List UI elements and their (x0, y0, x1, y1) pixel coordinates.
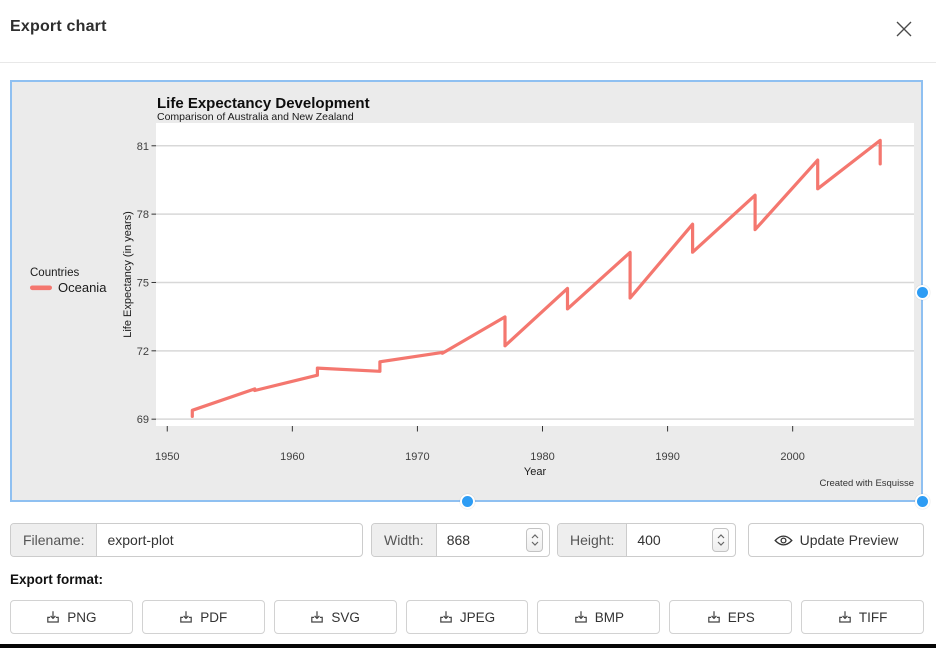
dialog-title: Export chart (10, 18, 107, 35)
format-label: BMP (594, 609, 624, 625)
header-divider (0, 62, 936, 63)
svg-text:Year: Year (524, 466, 547, 478)
resize-handle-bottom[interactable] (460, 494, 475, 509)
export-eps-button[interactable]: EPS (669, 600, 793, 634)
width-input[interactable] (436, 532, 526, 548)
update-preview-label: Update Preview (799, 532, 899, 548)
filename-group: Filename: (10, 523, 363, 557)
export-bmp-button[interactable]: BMP (537, 600, 661, 634)
download-icon (839, 611, 851, 623)
svg-text:72: 72 (137, 346, 149, 358)
close-icon (896, 21, 912, 37)
resize-handle-corner[interactable] (915, 494, 930, 509)
export-format-row: PNG PDF SVG JPEG BMP EPS TIFF (10, 600, 925, 634)
svg-text:1970: 1970 (405, 451, 429, 463)
format-label: TIFF (858, 609, 888, 625)
chevron-down-icon (531, 541, 538, 546)
svg-text:69: 69 (137, 414, 149, 426)
width-input-wrap (436, 524, 549, 556)
svg-text:78: 78 (137, 209, 149, 221)
download-icon (440, 611, 452, 623)
export-tiff-button[interactable]: TIFF (801, 600, 925, 634)
export-svg-button[interactable]: SVG (273, 600, 397, 634)
svg-text:Oceania: Oceania (58, 280, 107, 295)
download-icon (47, 611, 60, 623)
svg-text:Comparison of Australia and Ne: Comparison of Australia and New Zealand (157, 111, 354, 123)
export-format-label: Export format: (10, 572, 104, 587)
svg-text:Life Expectancy (in years): Life Expectancy (in years) (122, 211, 134, 338)
svg-text:2000: 2000 (780, 451, 804, 463)
svg-text:1960: 1960 (280, 451, 304, 463)
download-icon (574, 611, 587, 623)
chevron-up-icon (531, 534, 538, 539)
height-stepper[interactable] (712, 528, 729, 552)
svg-text:1950: 1950 (155, 451, 179, 463)
update-preview-button[interactable]: Update Preview (748, 523, 924, 557)
chart-preview-resizable: 69 72 75 78 81 1950 1960 1970 1980 1990 2000 Life E… (10, 80, 930, 509)
download-icon (180, 611, 193, 623)
width-group: Width: (371, 523, 550, 557)
format-label: PDF (200, 609, 228, 625)
svg-text:81: 81 (137, 141, 149, 153)
svg-text:Countries: Countries (30, 267, 79, 279)
filename-label: Filename: (11, 524, 98, 556)
format-label: PNG (67, 609, 97, 625)
eye-icon (773, 535, 793, 545)
download-icon (707, 611, 720, 623)
chevron-down-icon (717, 541, 724, 546)
export-png-button[interactable]: PNG (10, 600, 133, 634)
svg-text:75: 75 (137, 277, 149, 289)
close-button[interactable] (894, 20, 914, 40)
resize-handle-right[interactable] (915, 285, 930, 300)
export-pdf-button[interactable]: PDF (141, 600, 265, 634)
height-group: Height: (557, 523, 736, 557)
svg-text:Life Expectancy Development: Life Expectancy Development (157, 95, 370, 112)
export-jpeg-button[interactable]: JPEG (405, 600, 529, 634)
format-label: JPEG (459, 609, 496, 625)
download-icon (311, 611, 324, 623)
export-controls: Filename: Width: Height: (10, 523, 924, 557)
height-label: Height: (558, 524, 628, 556)
height-input[interactable] (627, 532, 712, 548)
format-label: EPS (727, 609, 755, 625)
height-input-wrap (627, 524, 735, 556)
format-label: SVG (331, 609, 360, 625)
window-bottom-edge (0, 644, 936, 648)
svg-text:Created with Esquisse: Created with Esquisse (819, 478, 914, 489)
chart-svg: 69 72 75 78 81 1950 1960 1970 1980 1990 2000 Life E… (30, 95, 914, 489)
svg-text:1990: 1990 (655, 451, 679, 463)
filename-input[interactable] (97, 524, 362, 556)
width-stepper[interactable] (526, 528, 543, 552)
svg-text:1980: 1980 (530, 451, 554, 463)
width-label: Width: (372, 524, 437, 556)
chevron-up-icon (717, 534, 724, 539)
